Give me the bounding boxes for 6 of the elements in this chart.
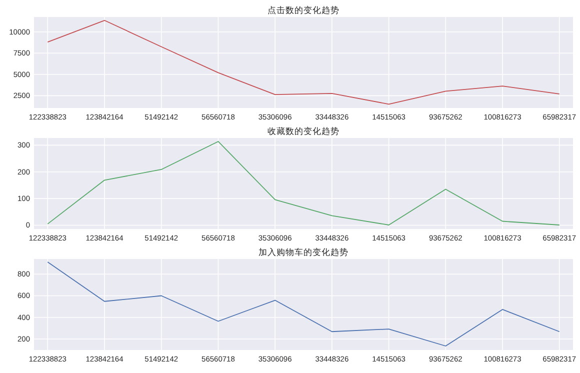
line-series — [47, 141, 560, 226]
chart-title: 收藏数的变化趋势 — [268, 126, 340, 137]
chart-title: 加入购物车的变化趋势 — [258, 247, 348, 258]
line-series — [47, 262, 560, 346]
line-series — [47, 20, 560, 105]
chart-title: 点击数的变化趋势 — [268, 5, 340, 16]
